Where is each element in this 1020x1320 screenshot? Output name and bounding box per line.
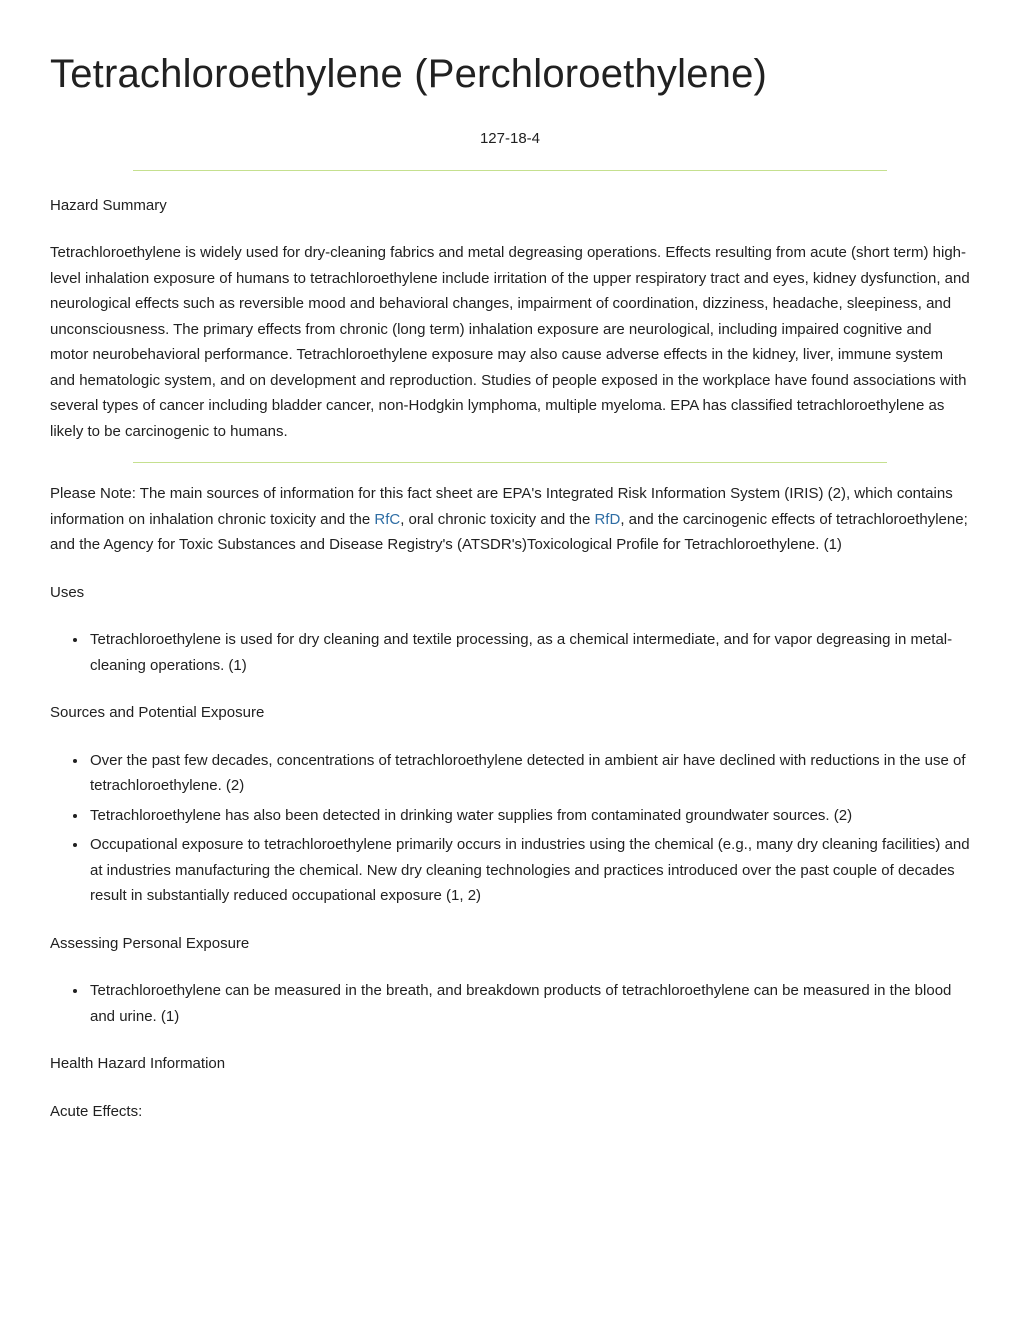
divider bbox=[133, 170, 887, 171]
uses-heading: Uses bbox=[50, 580, 970, 606]
health-heading: Health Hazard Information bbox=[50, 1051, 970, 1077]
list-item: Occupational exposure to tetrachloroethy… bbox=[88, 832, 970, 909]
note-text-mid: , oral chronic toxicity and the bbox=[400, 511, 594, 528]
divider bbox=[133, 462, 887, 463]
sources-heading: Sources and Potential Exposure bbox=[50, 700, 970, 726]
assessing-heading: Assessing Personal Exposure bbox=[50, 931, 970, 957]
list-item: Tetrachloroethylene has also been detect… bbox=[88, 803, 970, 829]
please-note-block: Please Note: The main sources of informa… bbox=[50, 481, 970, 558]
list-item: Tetrachloroethylene can be measured in t… bbox=[88, 978, 970, 1029]
rfd-link[interactable]: RfD bbox=[594, 511, 620, 528]
assessing-list: Tetrachloroethylene can be measured in t… bbox=[50, 978, 970, 1029]
uses-list: Tetrachloroethylene is used for dry clea… bbox=[50, 627, 970, 678]
sources-list: Over the past few decades, concentration… bbox=[50, 748, 970, 909]
list-item: Tetrachloroethylene is used for dry clea… bbox=[88, 627, 970, 678]
page-title: Tetrachloroethylene (Perchloroethylene) bbox=[50, 40, 970, 108]
hazard-summary-body: Tetrachloroethylene is widely used for d… bbox=[50, 240, 970, 444]
rfc-link[interactable]: RfC bbox=[374, 511, 400, 528]
list-item: Over the past few decades, concentration… bbox=[88, 748, 970, 799]
cas-number: 127-18-4 bbox=[50, 126, 970, 152]
acute-effects-heading: Acute Effects: bbox=[50, 1099, 970, 1125]
hazard-summary-heading: Hazard Summary bbox=[50, 193, 970, 219]
